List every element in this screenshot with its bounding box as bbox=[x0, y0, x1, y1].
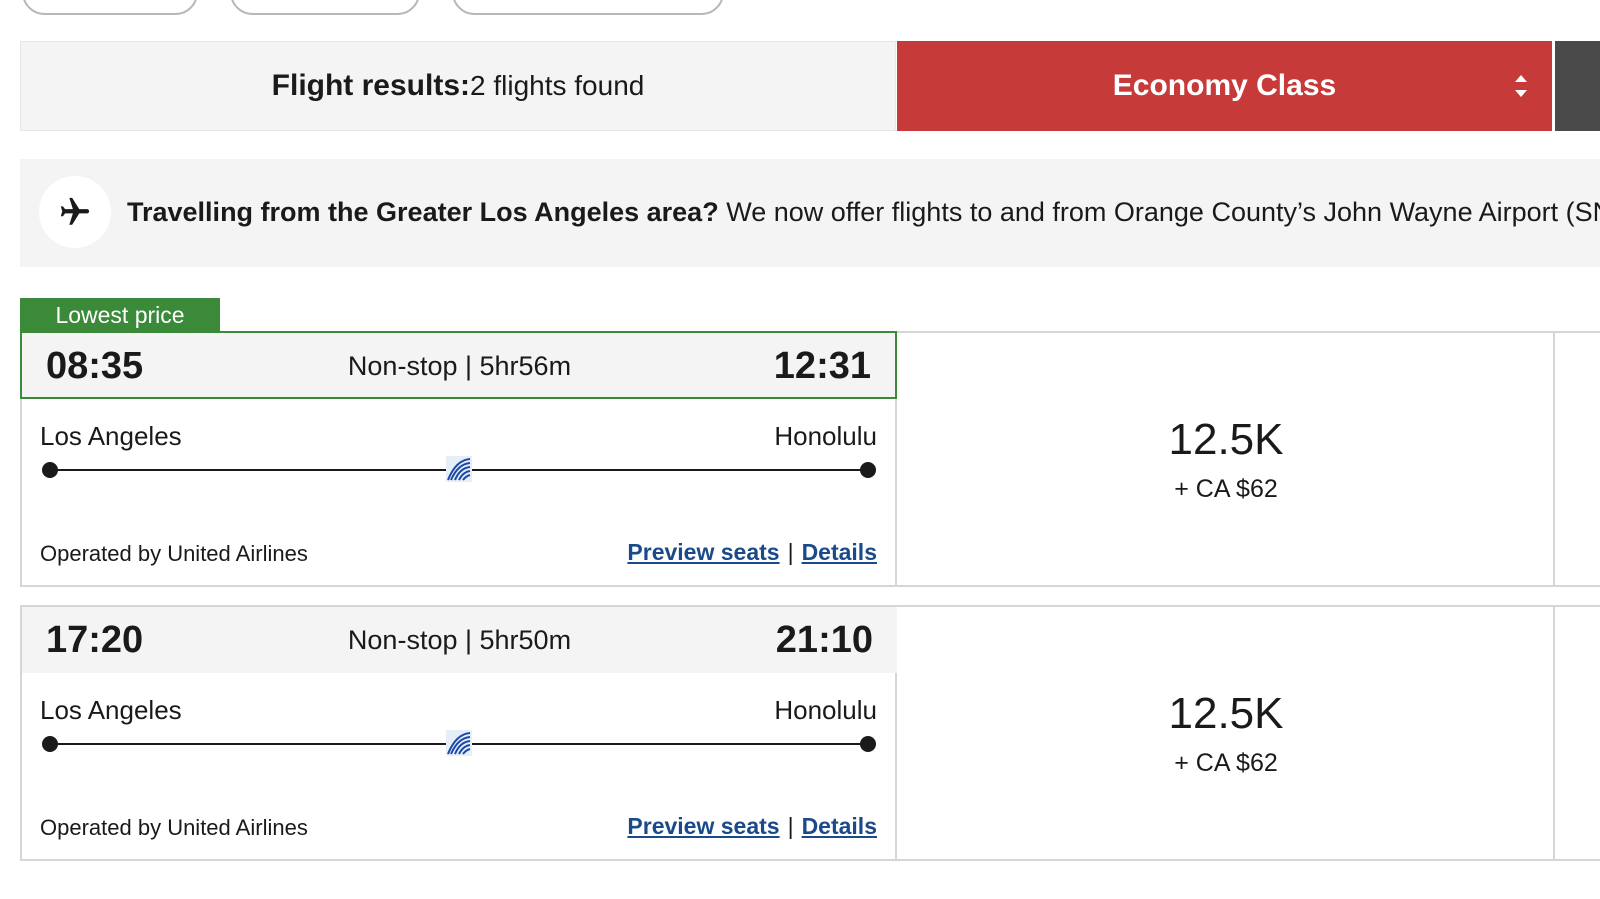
united-airlines-logo-icon bbox=[446, 456, 472, 482]
banner-question: Travelling from the Greater Los Angeles … bbox=[127, 197, 719, 227]
flight-card[interactable]: 17:20 Non-stop | 5hr50m 21:10 Los Angele… bbox=[20, 605, 1600, 861]
cabin-class-value: Economy Class bbox=[1112, 69, 1337, 102]
banner-message: Travelling from the Greater Los Angeles … bbox=[127, 197, 1600, 228]
route-line bbox=[42, 456, 876, 482]
duration: 5hr56m bbox=[479, 351, 572, 381]
duration: 5hr50m bbox=[479, 625, 572, 655]
arrival-time: 12:31 bbox=[773, 345, 871, 387]
preview-seats-link[interactable]: Preview seats bbox=[627, 813, 780, 839]
cabin-class-select[interactable]: Economy Class bbox=[897, 41, 1552, 131]
info-banner: Travelling from the Greater Los Angeles … bbox=[20, 159, 1600, 267]
flight-times-row: 08:35 Non-stop | 5hr56m 12:31 bbox=[20, 331, 897, 399]
origin-dot bbox=[42, 736, 58, 752]
departure-time: 17:20 bbox=[46, 619, 144, 661]
flight-results-summary: Flight results: 2 flights found bbox=[20, 41, 896, 131]
banner-body: We now offer flights to and from Orange … bbox=[718, 197, 1600, 227]
flight-times-row: 17:20 Non-stop | 5hr50m 21:10 bbox=[22, 607, 897, 673]
cash-price: + CA $62 bbox=[1174, 749, 1278, 777]
destination-dot bbox=[860, 736, 876, 752]
destination-city: Honolulu bbox=[774, 421, 877, 451]
results-label: Flight results: bbox=[271, 69, 470, 102]
lowest-price-tag: Lowest price bbox=[20, 298, 220, 344]
airplane-icon-badge bbox=[39, 176, 111, 248]
arrival-time: 21:10 bbox=[775, 619, 873, 661]
origin-city: Los Angeles bbox=[40, 421, 182, 451]
link-separator: | bbox=[787, 539, 794, 565]
details-link[interactable]: Details bbox=[801, 813, 877, 839]
sort-arrows-icon bbox=[1515, 75, 1527, 97]
fare-cell[interactable]: 12.5K + CA $62 bbox=[897, 333, 1555, 585]
cash-price: + CA $62 bbox=[1174, 475, 1278, 503]
operated-by: Operated by United Airlines bbox=[40, 815, 308, 840]
operated-by: Operated by United Airlines bbox=[40, 541, 308, 566]
filter-chip-1[interactable] bbox=[22, 0, 198, 15]
flight-card[interactable]: 08:35 Non-stop | 5hr56m 12:31 Los Angele… bbox=[20, 331, 1600, 587]
preview-seats-link[interactable]: Preview seats bbox=[627, 539, 780, 565]
united-airlines-logo-icon bbox=[446, 730, 472, 756]
stops: Non-stop bbox=[347, 351, 458, 381]
origin-city: Los Angeles bbox=[40, 695, 182, 725]
destination-dot bbox=[860, 462, 876, 478]
results-count: 2 flights found bbox=[470, 70, 645, 101]
flight-info: 08:35 Non-stop | 5hr56m 12:31 Los Angele… bbox=[20, 331, 897, 585]
departure-time: 08:35 bbox=[46, 345, 144, 387]
details-link[interactable]: Details bbox=[801, 539, 877, 565]
stops-duration: Non-stop | 5hr50m bbox=[347, 625, 572, 655]
destination-city: Honolulu bbox=[774, 695, 877, 725]
flight-info: 17:20 Non-stop | 5hr50m 21:10 Los Angele… bbox=[22, 607, 897, 859]
lowest-price-label: Lowest price bbox=[55, 301, 185, 328]
filter-chip-3[interactable] bbox=[452, 0, 724, 15]
flight-links: Preview seats | Details bbox=[627, 813, 877, 840]
points-price: 12.5K bbox=[1168, 415, 1284, 464]
side-panel-edge bbox=[1555, 41, 1600, 131]
link-separator: | bbox=[787, 813, 794, 839]
flight-links: Preview seats | Details bbox=[627, 539, 877, 566]
origin-dot bbox=[42, 462, 58, 478]
points-price: 12.5K bbox=[1168, 689, 1284, 738]
route-line bbox=[42, 730, 876, 756]
fare-cell[interactable]: 12.5K + CA $62 bbox=[897, 607, 1555, 859]
airplane-icon bbox=[60, 197, 90, 225]
stops-duration: Non-stop | 5hr56m bbox=[347, 351, 572, 381]
stops: Non-stop bbox=[347, 625, 458, 655]
filter-chip-2[interactable] bbox=[230, 0, 420, 15]
